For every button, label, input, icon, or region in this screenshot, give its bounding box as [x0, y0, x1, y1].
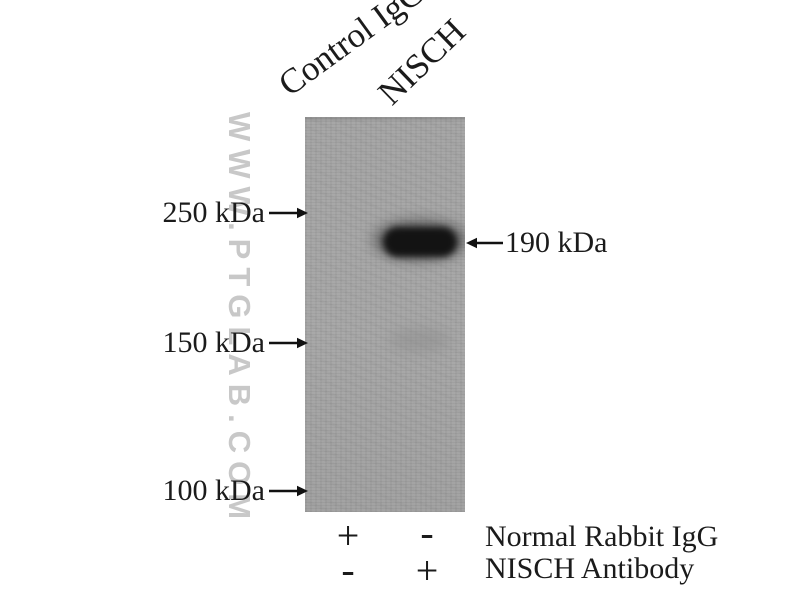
marker-label-150kda: 150 kDa [162, 326, 265, 359]
treatment-sign-igg-control-lane: + [336, 513, 360, 558]
faint-background-band [389, 328, 451, 352]
blot-grain-texture [305, 117, 465, 512]
right-arrow-icon [269, 485, 308, 497]
blot-membrane-image [305, 117, 465, 512]
band-annotation-190kda: 190 kDa [505, 226, 608, 259]
right-arrow-icon [269, 207, 308, 219]
treatment-label-normal-rabbit-igg: Normal Rabbit IgG [485, 520, 719, 553]
treatment-sign-igg-nisch-lane: - [420, 510, 434, 555]
treatment-sign-antibody-nisch-lane: + [415, 548, 439, 593]
right-arrow-icon [269, 337, 308, 349]
marker-label-100kda: 100 kDa [162, 474, 265, 507]
left-arrow-icon [466, 237, 503, 249]
marker-label-250kda: 250 kDa [162, 196, 265, 229]
treatment-label-nisch-antibody: NISCH Antibody [485, 552, 695, 585]
watermark: WWW.PTGLAB.COM [222, 112, 257, 528]
treatment-sign-antibody-control-lane: - [341, 547, 355, 592]
protein-band-190kda [383, 227, 457, 257]
